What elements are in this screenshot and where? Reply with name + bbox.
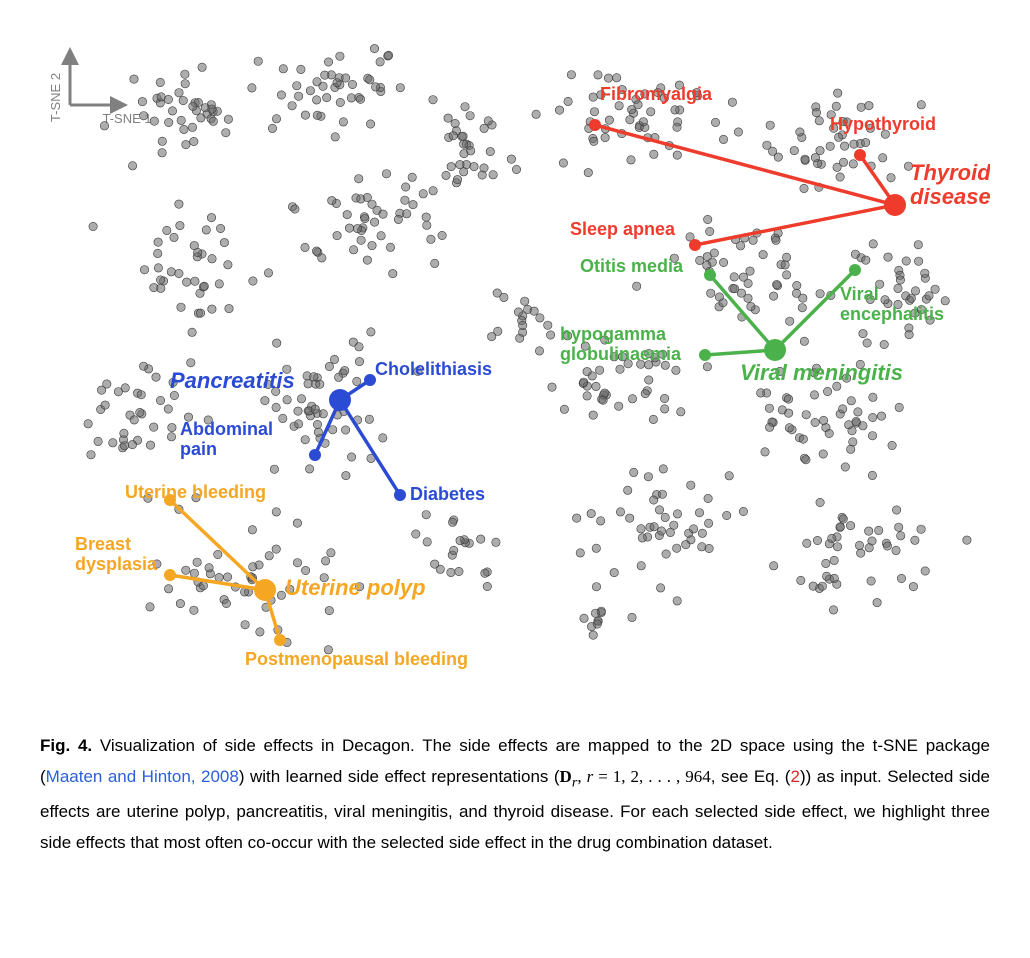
caption-text-mid1: ) with learned side effect representatio… <box>239 767 560 786</box>
svg-text:Abdominal: Abdominal <box>180 419 273 439</box>
svg-text:Pancreatitis: Pancreatitis <box>170 368 295 393</box>
axis-indicator: T-SNE 2T-SNE 1 <box>48 50 152 126</box>
svg-text:pain: pain <box>180 439 217 459</box>
cluster-uterine: Uterine bleeding Breastdysplasia Postmenop… <box>75 482 468 669</box>
figure-label: Fig. 4. <box>40 736 92 755</box>
svg-text:Hypothyroid: Hypothyroid <box>830 114 936 134</box>
svg-text:Postmenopausal bleeding: Postmenopausal bleeding <box>245 649 468 669</box>
svg-text:Uterine bleeding: Uterine bleeding <box>125 482 266 502</box>
svg-text:Cholelithiasis: Cholelithiasis <box>375 359 492 379</box>
citation-link[interactable]: Maaten and Hinton, 2008 <box>46 767 239 786</box>
figure-container: T-SNE 2T-SNE 1 Fibromyalgia Hypothyroid Sle… <box>0 0 1030 958</box>
svg-text:hypogamma: hypogamma <box>560 324 667 344</box>
svg-text:Breast: Breast <box>75 534 131 554</box>
tsne-scatter-plot: T-SNE 2T-SNE 1 Fibromyalgia Hypothyroid Sle… <box>40 20 990 700</box>
svg-text:encephalitis: encephalitis <box>840 304 944 324</box>
svg-text:disease: disease <box>910 184 990 209</box>
caption-text-mid2: , see Eq. ( <box>711 767 791 786</box>
svg-text:Thyroid: Thyroid <box>910 160 990 185</box>
svg-text:Uterine polyp: Uterine polyp <box>285 575 426 600</box>
background-points <box>84 44 971 654</box>
equation-ref-link[interactable]: 2 <box>790 767 799 786</box>
tsne-svg: T-SNE 2T-SNE 1 Fibromyalgia Hypothyroid Sle… <box>40 20 990 700</box>
svg-text:Otitis media: Otitis media <box>580 256 684 276</box>
svg-text:Viral: Viral <box>840 284 879 304</box>
svg-text:Diabetes: Diabetes <box>410 484 485 504</box>
figure-caption: Fig. 4. Visualization of side effects in… <box>40 730 990 859</box>
svg-text:globulinaemia: globulinaemia <box>560 344 682 364</box>
svg-text:T-SNE 2: T-SNE 2 <box>48 73 63 122</box>
svg-text:Fibromyalgia: Fibromyalgia <box>600 84 713 104</box>
svg-text:Sleep apnea: Sleep apnea <box>570 219 676 239</box>
svg-text:Viral meningitis: Viral meningitis <box>740 360 903 385</box>
svg-text:dysplasia: dysplasia <box>75 554 158 574</box>
